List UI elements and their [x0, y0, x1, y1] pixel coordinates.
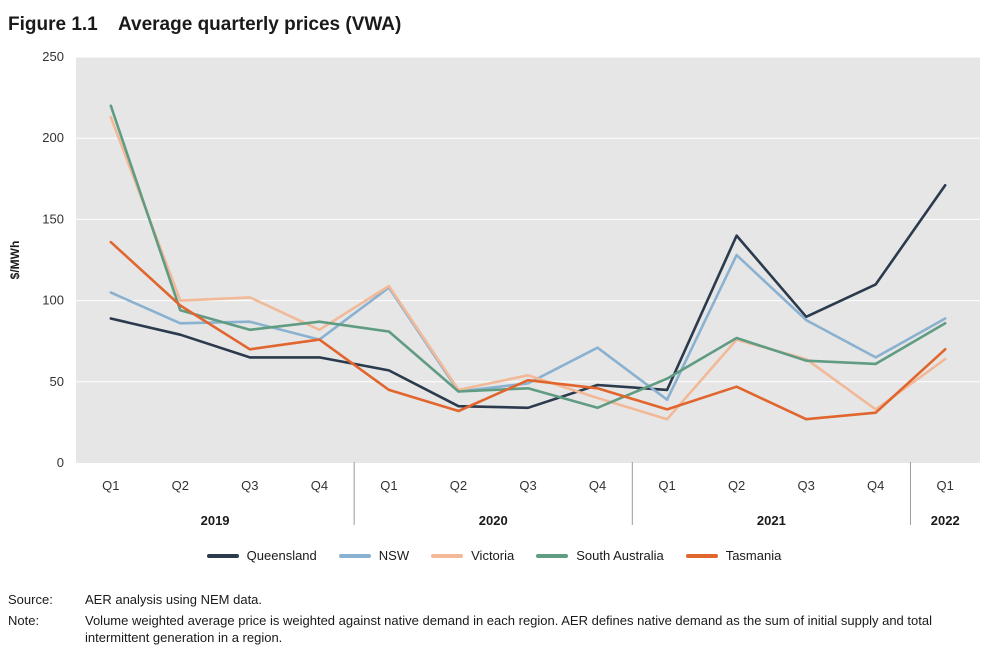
- legend-item: South Australia: [536, 548, 664, 563]
- figure-notes: Source: AER analysis using NEM data. Not…: [8, 591, 983, 650]
- legend-label: Queensland: [246, 548, 317, 563]
- x-tick-label: Q3: [241, 478, 258, 493]
- x-tick-label: Q4: [589, 478, 606, 493]
- legend-label: Victoria: [471, 548, 515, 563]
- y-tick-label: 200: [42, 130, 64, 145]
- year-label: 2021: [757, 513, 786, 528]
- figure-number: Figure 1.1: [8, 14, 98, 35]
- x-tick-label: Q4: [311, 478, 328, 493]
- x-tick-label: Q4: [867, 478, 884, 493]
- y-tick-label: 50: [50, 374, 64, 389]
- legend-item: NSW: [338, 548, 410, 563]
- legend-swatch: [685, 553, 718, 558]
- plot-area: [76, 57, 980, 463]
- figure-heading: Figure 1.1 Average quarterly prices (VWA): [8, 14, 401, 36]
- year-label: 2020: [479, 513, 508, 528]
- y-tick-label: 100: [42, 293, 64, 308]
- x-tick-label: Q1: [658, 478, 675, 493]
- y-tick-label: 0: [57, 455, 64, 470]
- x-tick-label: Q2: [450, 478, 467, 493]
- note-text: Volume weighted average price is weighte…: [85, 613, 932, 645]
- series-line-victoria: [109, 115, 947, 421]
- y-axis-label: $/MWh: [8, 241, 22, 280]
- legend-label: NSW: [378, 548, 410, 563]
- legend-swatch: [338, 553, 371, 558]
- legend-label: South Australia: [576, 548, 664, 563]
- x-tick-label: Q2: [728, 478, 745, 493]
- x-tick-label: Q3: [519, 478, 536, 493]
- x-tick-label: Q2: [172, 478, 189, 493]
- legend-swatch: [206, 553, 239, 558]
- x-tick-label: Q1: [380, 478, 397, 493]
- chart-legend: Queensland NSW Victoria South Australia Tasm…: [0, 548, 988, 563]
- series-line-queensland: [109, 184, 947, 410]
- x-tick-label: Q1: [102, 478, 119, 493]
- source-text: AER analysis using NEM data.: [85, 592, 263, 607]
- series-line-tasmania: [109, 240, 947, 421]
- line-chart: 0 50 100 150 200 250 $/MWh Q1 Q2 Q3 Q4 Q1 Q2 Q3 Q4 Q1 Q2…: [8, 49, 980, 528]
- figure-title: Average quarterly prices (VWA): [118, 14, 402, 35]
- legend-swatch: [536, 553, 569, 558]
- year-label: 2022: [931, 513, 960, 528]
- legend-swatch: [431, 553, 464, 558]
- source-label: Source:: [8, 592, 53, 607]
- source-note: Source: AER analysis using NEM data.: [8, 591, 983, 608]
- x-tick-label: Q1: [937, 478, 954, 493]
- note-label: Note:: [8, 613, 40, 628]
- y-tick-label: 250: [42, 49, 64, 64]
- legend-item: Tasmania: [685, 548, 782, 563]
- legend-label: Tasmania: [725, 548, 782, 563]
- series-line-south-australia: [109, 104, 947, 410]
- x-tick-label: Q3: [797, 478, 814, 493]
- legend-item: Victoria: [431, 548, 514, 563]
- y-tick-label: 150: [42, 211, 64, 226]
- legend-item: Queensland: [206, 548, 317, 563]
- series-line-nsw: [109, 253, 947, 402]
- definition-note: Note: Volume weighted average price is w…: [8, 612, 983, 646]
- year-label: 2019: [201, 513, 230, 528]
